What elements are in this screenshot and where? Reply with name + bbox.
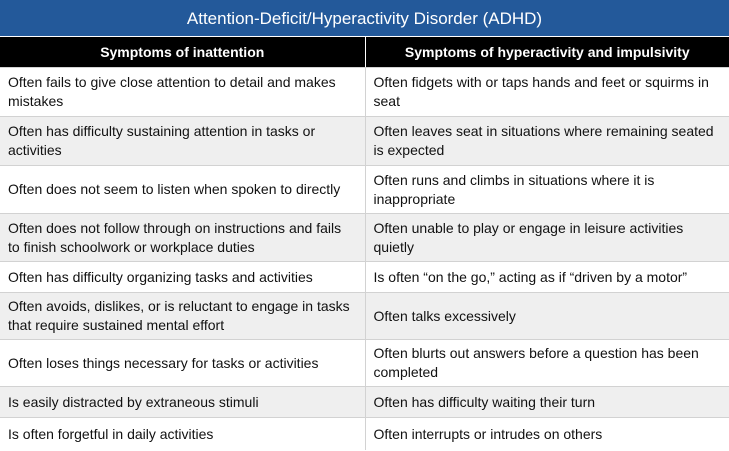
hyperactivity-cell: Often has difficulty waiting their turn [364,387,729,417]
column-header-inattention: Symptoms of inattention [100,44,265,60]
table-header: Symptoms of inattention Symptoms of hype… [0,37,729,67]
inattention-cell: Often has difficulty organizing tasks an… [8,268,313,285]
inattention-cell: Often does not seem to listen when spoke… [8,181,341,197]
inattention-cell: Often does not follow through on instruc… [8,219,342,255]
hyperactivity-cell: Often talks excessively [364,293,729,339]
hyperactivity-cell: Often unable to play or engage in leisur… [364,214,729,261]
inattention-cell: Often loses things necessary for tasks o… [8,354,319,371]
inattention-cell: Often fails to give close attention to d… [8,74,336,109]
table-row: Often has difficulty organizing tasks an… [0,261,729,292]
inattention-cell: Often has difficulty sustaining attentio… [8,123,316,158]
hyperactivity-cell: Often fidgets with or taps hands and fee… [364,68,729,116]
hyperactivity-cell: Often runs and climbs in situations wher… [364,166,729,213]
table-title: Attention-Deficit/Hyperactivity Disorder… [0,0,729,37]
table-row: Often does not follow through on instruc… [0,213,729,261]
column-header-hyperactivity: Symptoms of hyperactivity and impulsivit… [364,37,729,67]
table-row: Is easily distracted by extraneous stimu… [0,386,729,417]
inattention-cell: Is easily distracted by extraneous stimu… [8,393,259,410]
inattention-cell: Often avoids, dislikes, or is reluctant … [8,298,350,333]
inattention-cell: Is often forgetful in daily activities [8,425,214,442]
table-row: Often has difficulty sustaining attentio… [0,116,729,165]
table-row: Often avoids, dislikes, or is reluctant … [0,292,729,339]
table-row: Often loses things necessary for tasks o… [0,339,729,386]
table-row: Often does not seem to listen when spoke… [0,165,729,213]
hyperactivity-cell: Often blurts out answers before a questi… [364,340,729,386]
hyperactivity-cell: Is often “on the go,” acting as if “driv… [364,262,729,292]
hyperactivity-cell: Often leaves seat in situations where re… [364,117,729,165]
table-row: Is often forgetful in daily activities O… [0,417,729,450]
table-row: Often fails to give close attention to d… [0,67,729,116]
hyperactivity-cell: Often interrupts or intrudes on others [364,418,729,450]
